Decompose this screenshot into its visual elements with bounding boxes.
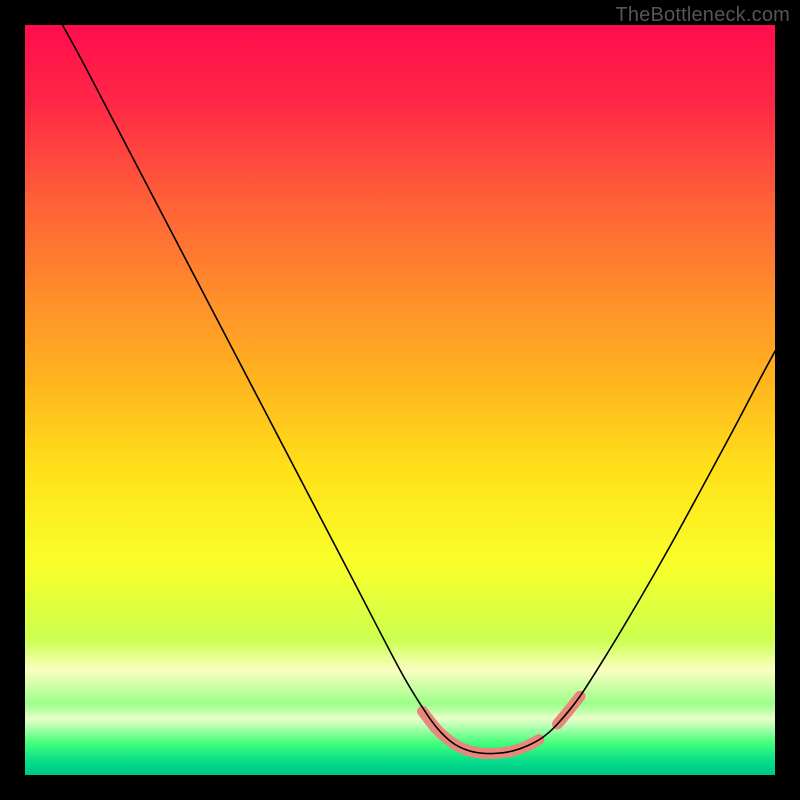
chart-frame: TheBottleneck.com [0, 0, 800, 800]
gradient-background [25, 25, 775, 775]
chart-svg [0, 0, 800, 800]
watermark-text: TheBottleneck.com [615, 4, 790, 27]
